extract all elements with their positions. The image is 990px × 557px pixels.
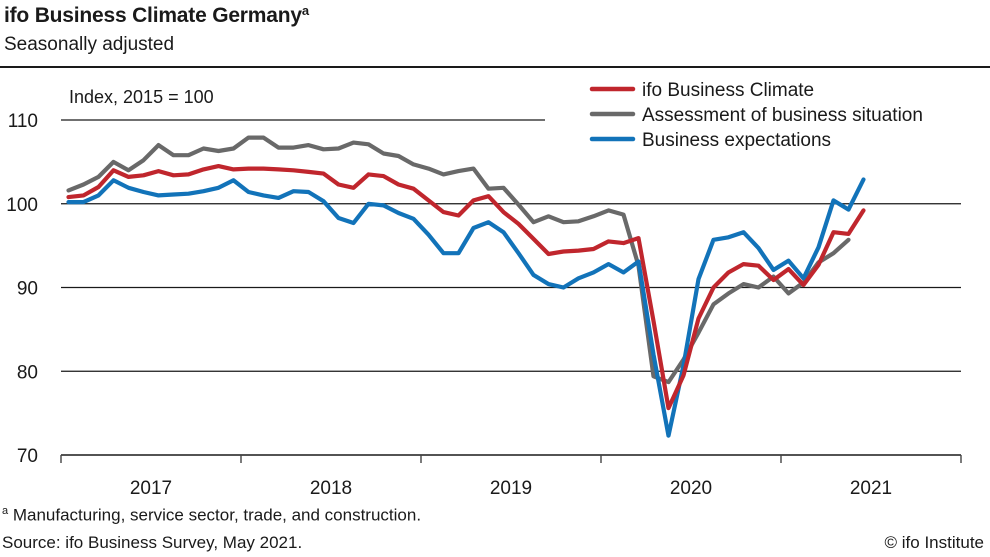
- unit-label: Index, 2015 = 100: [69, 87, 214, 107]
- y-tick-label: 90: [17, 279, 38, 300]
- legend: ifo Business Climate Assessment of busine…: [589, 80, 923, 151]
- y-axis-tick-labels: 70 80 90 100 110: [6, 111, 38, 467]
- series-line-situation: [66, 135, 851, 385]
- chart-title: ifo Business Climate Germanya: [4, 3, 309, 28]
- chart-subtitle: Seasonally adjusted: [4, 34, 175, 55]
- y-tick-label: 70: [17, 446, 38, 467]
- x-tick-label: 2021: [850, 478, 892, 499]
- x-tick-label: 2019: [490, 478, 532, 499]
- chart-title-text: ifo Business Climate Germany: [4, 4, 302, 27]
- footnote-text: Manufacturing, service sector, trade, an…: [8, 505, 422, 525]
- x-tick-label: 2017: [130, 478, 172, 499]
- legend-label-expectations: Business expectations: [642, 130, 831, 151]
- gridlines: [61, 119, 961, 372]
- footnote-marker: a: [2, 505, 9, 517]
- legend-label-climate: ifo Business Climate: [642, 80, 814, 101]
- y-tick-label: 80: [17, 362, 38, 383]
- series-line-expectations: [66, 177, 866, 438]
- title-footnote-marker: a: [301, 3, 309, 18]
- legend-label-situation: Assessment of business situation: [642, 105, 923, 126]
- x-tick-label: 2020: [670, 478, 712, 499]
- source-note: Source: ifo Business Survey, May 2021.: [2, 533, 303, 552]
- data-lines: [66, 135, 866, 438]
- footnote: a Manufacturing, service sector, trade, …: [2, 505, 421, 526]
- y-tick-label: 110: [8, 111, 38, 132]
- x-axis: 2017 2018 2019 2020 2021: [60, 454, 962, 499]
- copyright: © ifo Institute: [884, 533, 984, 552]
- y-tick-label: 100: [6, 195, 38, 216]
- x-tick-label: 2018: [310, 478, 352, 499]
- header-rule: [0, 66, 990, 68]
- series-line-climate: [66, 164, 866, 411]
